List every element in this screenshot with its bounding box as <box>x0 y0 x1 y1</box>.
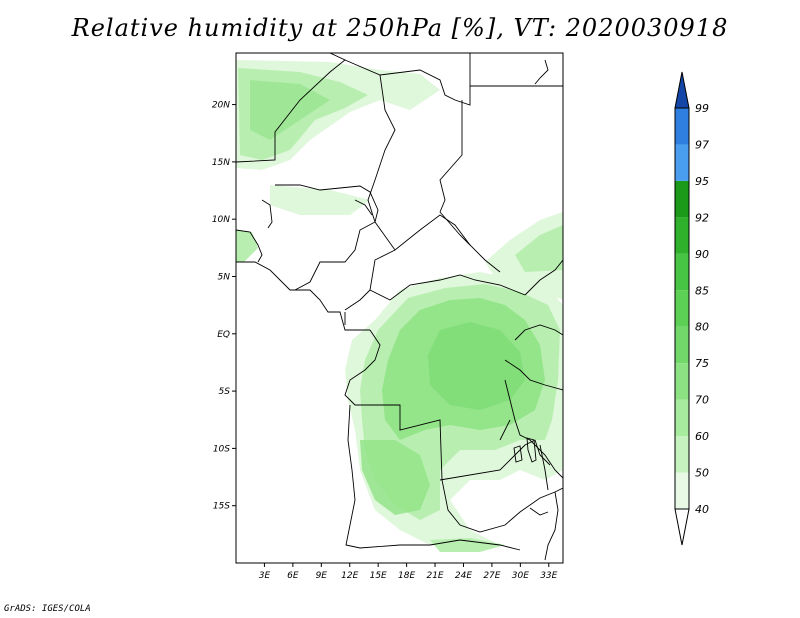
lon-tick-label: 18E <box>398 571 415 581</box>
lon-tick-label: 21E <box>426 571 443 581</box>
coast-line <box>261 199 273 229</box>
border-line <box>344 249 396 311</box>
lon-tick-label: 12E <box>341 571 358 581</box>
colorbar-segment <box>675 472 689 509</box>
lake-line <box>513 445 523 463</box>
humidity-region-sahel <box>270 185 370 215</box>
border-line <box>344 53 471 106</box>
border-line <box>539 444 549 491</box>
map-title: Relative humidity at 250hPa [%], VT: 202… <box>71 14 729 42</box>
colorbar-label: 40 <box>695 503 709 516</box>
lat-tick-label: 10S <box>213 444 230 454</box>
border-line <box>504 359 563 391</box>
lat-tick-label: 15S <box>213 502 230 512</box>
colorbar-label: 80 <box>695 321 709 334</box>
colorbar-segment <box>675 363 689 400</box>
colorbar-segment <box>675 253 689 291</box>
colorbar-label: 99 <box>695 102 709 115</box>
border-line <box>275 184 379 291</box>
border-line <box>439 100 463 213</box>
colorbar-label: 70 <box>695 394 709 407</box>
latitude-axis: 20N 15N 10N 5N EQ 5S 10S 15S <box>212 101 236 512</box>
border-line <box>514 324 563 341</box>
border-line <box>544 491 559 561</box>
lon-tick-label: 9E <box>316 571 328 581</box>
colorbar-label: 95 <box>695 175 709 188</box>
colorbar-extend-low <box>674 508 690 546</box>
border-line <box>367 74 396 223</box>
colorbar-segment <box>675 436 689 473</box>
lon-tick-label: 27E <box>483 571 500 581</box>
colorbar-segment <box>675 290 689 327</box>
colorbar-label: 92 <box>695 211 709 224</box>
credit-text: GrADS: IGES/COLA <box>4 604 91 614</box>
colorbar-segment <box>675 180 689 218</box>
border-line <box>504 379 563 479</box>
humidity-fill-layer <box>236 60 563 552</box>
lon-tick-label: 33E <box>540 571 557 581</box>
lat-tick-label: 5N <box>218 272 231 282</box>
border-line <box>439 211 471 246</box>
colorbar-outline <box>674 107 690 510</box>
lon-tick-label: 6E <box>287 571 299 581</box>
border-line <box>344 329 563 533</box>
colorbar: 40 50 60 70 75 80 85 90 92 95 97 99 <box>674 71 709 546</box>
lat-tick-label: 5S <box>219 387 231 397</box>
coast-line <box>236 229 263 263</box>
political-boundaries <box>236 53 563 561</box>
lon-tick-label: 15E <box>370 571 387 581</box>
colorbar-label: 97 <box>695 138 709 151</box>
lat-tick-label: 15N <box>212 158 230 168</box>
map-frame <box>235 52 564 564</box>
colorbar-label: 75 <box>695 357 709 370</box>
humidity-region-west-coast <box>236 230 258 262</box>
colorbar-label: 50 <box>695 467 709 480</box>
colorbar-extend-high <box>674 71 690 109</box>
colorbar-segment <box>675 108 689 145</box>
humidity-region-congo-peak <box>428 322 525 410</box>
humidity-region-north-core <box>250 80 330 140</box>
humidity-region-south-strip <box>430 538 505 552</box>
lat-tick-label: 20N <box>212 101 230 111</box>
border-line <box>499 419 511 441</box>
lon-tick-label: 3E <box>259 571 271 581</box>
border-line <box>374 214 501 273</box>
humidity-region-east-inner <box>515 225 563 272</box>
colorbar-segment <box>675 144 689 181</box>
colorbar-segment <box>675 217 689 254</box>
border-line <box>524 259 563 296</box>
longitude-axis: 3E 6E 9E 12E 15E 18E 21E 24E 27E 30E 33E <box>259 563 558 581</box>
colorbar-label: 60 <box>695 430 709 443</box>
colorbar-label: 85 <box>695 284 709 297</box>
border-line <box>534 439 551 466</box>
lat-tick-label: 10N <box>212 215 230 225</box>
lake-line <box>526 437 537 463</box>
coast-line <box>354 199 373 216</box>
humidity-region-angola <box>360 440 430 515</box>
border-line <box>369 274 526 301</box>
colorbar-segment <box>675 326 689 364</box>
lake-line <box>534 59 549 85</box>
colorbar-label: 90 <box>695 248 709 261</box>
lake-line <box>529 507 549 516</box>
lon-tick-label: 30E <box>512 571 529 581</box>
lat-tick-label: EQ <box>217 330 230 340</box>
border-line <box>236 261 370 331</box>
border-line <box>345 404 521 551</box>
lon-tick-label: 24E <box>455 571 472 581</box>
colorbar-segment <box>675 399 689 437</box>
